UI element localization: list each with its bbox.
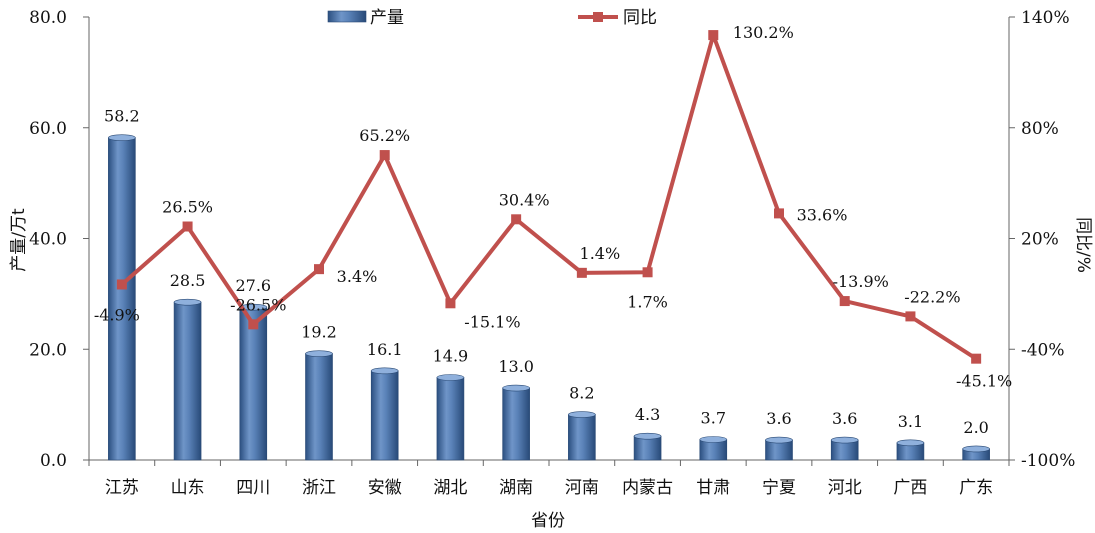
x-tick-label: 宁夏 — [762, 478, 796, 498]
bar — [305, 353, 333, 461]
line-data-label: 1.4% — [580, 244, 621, 263]
bar — [436, 377, 465, 461]
line-data-label: 30.4% — [499, 190, 550, 209]
left-tick-label: 80.0 — [29, 8, 67, 28]
left-tick-label: 20.0 — [29, 340, 67, 360]
bar-cap — [436, 374, 465, 381]
bar-data-label: 28.5 — [170, 271, 206, 290]
yoy-marker — [116, 279, 127, 290]
x-tick-label: 山东 — [171, 478, 205, 498]
yoy-marker — [511, 214, 522, 225]
line-data-label: -22.2% — [904, 287, 960, 306]
line-data-label: 130.2% — [733, 23, 794, 42]
yoy-marker — [314, 264, 324, 275]
bar-data-label: 14.9 — [433, 346, 469, 365]
bar-data-label: 27.6 — [235, 276, 271, 295]
bar-cap — [108, 134, 136, 142]
legend-line-label: 同比 — [623, 8, 657, 28]
x-axis-title: 省份 — [531, 511, 565, 531]
yoy-marker — [905, 311, 916, 322]
bar-cap — [699, 436, 728, 443]
bar-data-label: 3.6 — [832, 409, 857, 428]
yoy-marker — [576, 267, 587, 278]
left-tick-label: 40.0 — [29, 230, 67, 250]
x-tick-label: 广东 — [959, 478, 993, 498]
bar-cap — [173, 298, 202, 306]
legend-line-marker — [593, 12, 603, 22]
bar-cap — [568, 411, 596, 418]
line-data-label: -13.9% — [833, 272, 889, 291]
x-tick-label: 江苏 — [105, 478, 139, 498]
left-tick-label: 0.0 — [40, 451, 67, 471]
x-tick-label: 湖北 — [433, 478, 467, 498]
x-tick-label: 安徽 — [368, 478, 402, 498]
bar-cap — [633, 432, 662, 440]
yoy-marker — [642, 267, 653, 278]
right-tick-label: 20% — [1021, 230, 1059, 250]
bar-cap — [370, 367, 399, 375]
bar-data-label: 2.0 — [963, 418, 988, 437]
bar-cap — [305, 350, 333, 357]
x-tick-label: 河南 — [565, 478, 599, 498]
bar-cap — [962, 445, 990, 453]
line-data-label: 1.7% — [627, 292, 668, 311]
bar-data-label: 3.7 — [701, 409, 726, 428]
legend-bar-swatch — [327, 10, 367, 23]
right-axis-title: 同比/% — [1073, 217, 1093, 273]
line-data-label: 65.2% — [359, 126, 410, 145]
bar — [239, 306, 268, 461]
yoy-marker — [445, 298, 456, 309]
bar-data-label: 58.2 — [104, 107, 140, 126]
line-data-label: -15.1% — [464, 312, 520, 331]
bar-cap — [830, 436, 859, 444]
yoy-marker — [708, 30, 719, 41]
right-tick-label: 80% — [1021, 119, 1059, 139]
x-tick-label: 湖南 — [499, 478, 533, 498]
right-tick-label: 140% — [1021, 8, 1070, 28]
bar-cap — [896, 439, 925, 447]
left-tick-label: 60.0 — [29, 119, 67, 139]
left-axis-title: 产量/万t — [9, 208, 29, 272]
bar — [108, 137, 136, 461]
legend-bar-label: 产量 — [370, 8, 404, 28]
x-tick-label: 浙江 — [302, 478, 336, 498]
bar-data-label: 3.6 — [766, 409, 791, 428]
bar-data-label: 16.1 — [367, 340, 403, 359]
bar — [568, 414, 596, 461]
yoy-marker — [182, 221, 193, 232]
yoy-marker — [379, 150, 390, 161]
yoy-line — [120, 33, 978, 361]
x-tick-label: 河北 — [828, 478, 862, 498]
right-tick-label: -40% — [1021, 340, 1065, 360]
bar — [370, 370, 399, 461]
bar-cap — [765, 436, 793, 444]
yoy-marker — [248, 319, 259, 330]
bar-data-label: 19.2 — [301, 323, 337, 342]
bar — [502, 387, 530, 461]
line-data-label: 3.4% — [337, 267, 378, 286]
line-data-label: 26.5% — [162, 198, 213, 217]
bar — [633, 435, 662, 461]
bar-data-label: 3.1 — [898, 412, 923, 431]
x-tick-label: 广西 — [893, 478, 927, 498]
bar-cap — [502, 384, 530, 392]
line-data-label: -45.1% — [956, 372, 1012, 391]
bar-data-label: 4.3 — [635, 405, 660, 424]
bar-data-label: 8.2 — [569, 384, 594, 403]
x-tick-label: 四川 — [236, 478, 270, 498]
right-tick-label: -100% — [1021, 451, 1075, 471]
line-data-label: 33.6% — [797, 205, 848, 224]
bar — [173, 301, 202, 461]
x-tick-label: 内蒙古 — [622, 478, 673, 498]
bar-data-label: 13.0 — [498, 357, 534, 376]
yoy-marker — [971, 353, 982, 364]
yoy-marker — [774, 208, 784, 219]
yoy-marker — [839, 296, 850, 307]
x-tick-label: 甘肃 — [696, 478, 730, 498]
line-data-label: -4.9% — [94, 305, 140, 324]
line-data-label: -26.5% — [230, 295, 286, 314]
